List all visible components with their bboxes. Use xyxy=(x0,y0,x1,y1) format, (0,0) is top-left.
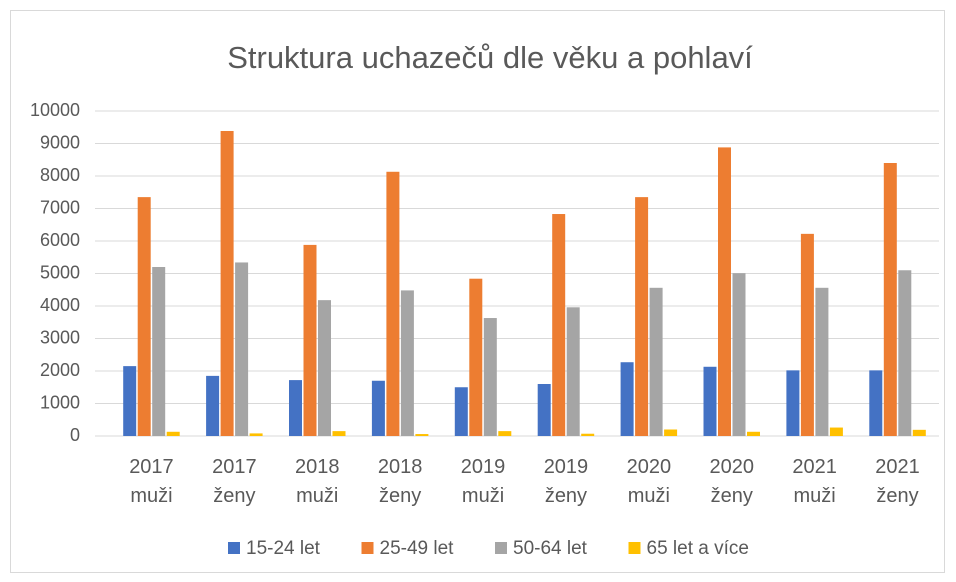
bar xyxy=(415,434,429,436)
bar xyxy=(386,171,400,436)
legend-label: 15-24 let xyxy=(246,538,321,559)
y-tick-label: 8000 xyxy=(40,165,80,185)
y-tick-label: 5000 xyxy=(40,262,80,282)
y-tick-label: 7000 xyxy=(40,197,80,217)
bar xyxy=(123,366,137,436)
bar xyxy=(883,163,897,436)
y-tick-label: 0 xyxy=(70,425,80,445)
bar xyxy=(137,197,151,436)
y-tick-label: 1000 xyxy=(40,392,80,412)
x-tick-label: 2020 ženy xyxy=(709,456,755,507)
bar xyxy=(498,431,512,436)
bar xyxy=(552,214,566,436)
legend-label: 65 let a více xyxy=(647,538,749,559)
x-tick-label: 2020 muži xyxy=(626,456,672,507)
bar xyxy=(371,380,385,436)
bar xyxy=(635,197,649,436)
bar xyxy=(581,433,595,436)
legend-swatch xyxy=(361,542,374,554)
chart-title: Struktura uchazečů dle věku a pohlaví xyxy=(227,40,753,75)
bar xyxy=(206,375,220,436)
bar xyxy=(469,278,483,436)
bar xyxy=(703,366,717,436)
bar xyxy=(620,362,634,436)
bar xyxy=(318,300,331,436)
bar xyxy=(912,429,926,436)
y-tick-label: 3000 xyxy=(40,327,80,347)
bar xyxy=(747,431,760,436)
y-tick-label: 6000 xyxy=(40,230,80,250)
legend-label: 50-64 let xyxy=(513,538,588,559)
legend-label: 25-49 let xyxy=(380,538,455,559)
bar xyxy=(664,429,678,436)
y-tick-label: 2000 xyxy=(40,360,80,380)
x-tick-label: 2017 muži xyxy=(129,456,174,507)
bar xyxy=(786,370,800,436)
legend-swatch xyxy=(495,542,507,554)
bar xyxy=(869,370,883,436)
y-tick-label: 4000 xyxy=(40,295,80,315)
x-tick-label: 2021 muži xyxy=(792,456,837,507)
bar xyxy=(537,384,551,436)
bar xyxy=(800,233,814,436)
x-tick-label: 2019 muži xyxy=(460,456,506,507)
bar xyxy=(732,273,746,436)
bar xyxy=(289,380,302,436)
bar xyxy=(566,307,580,436)
legend-swatch xyxy=(628,542,641,554)
y-tick-label: 9000 xyxy=(40,132,80,152)
bar xyxy=(220,130,234,437)
legend-swatch xyxy=(228,542,240,554)
bar xyxy=(454,387,468,436)
x-tick-label: 2021 ženy xyxy=(875,456,920,507)
bar xyxy=(249,433,263,436)
bar xyxy=(898,270,912,436)
bar xyxy=(483,318,497,436)
x-tick-label: 2019 ženy xyxy=(543,456,589,507)
bar xyxy=(718,147,731,436)
bar xyxy=(152,267,166,436)
bar xyxy=(815,287,829,436)
bar xyxy=(303,244,317,436)
bar xyxy=(649,287,663,436)
bar xyxy=(400,290,414,436)
bar xyxy=(166,431,180,436)
x-tick-label: 2017 ženy xyxy=(212,456,257,507)
bar xyxy=(332,431,346,436)
x-tick-label: 2018 muži xyxy=(295,456,340,507)
x-tick-label: 2018 ženy xyxy=(377,456,423,507)
y-tick-label: 10000 xyxy=(30,100,80,120)
bar xyxy=(235,262,249,436)
bar xyxy=(829,427,843,436)
